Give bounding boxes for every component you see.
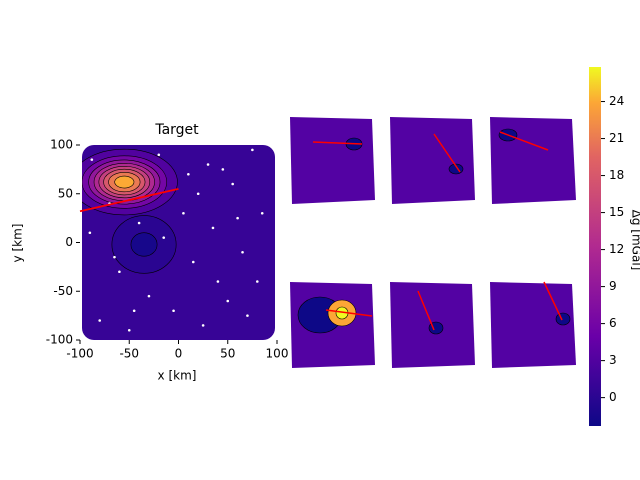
x-tick-label: 0	[175, 347, 183, 361]
station	[231, 182, 234, 186]
station	[157, 153, 161, 157]
station	[118, 270, 121, 274]
colorbar-tick-label: 6	[609, 316, 617, 330]
x-tick-label: -50	[119, 347, 139, 361]
station	[182, 211, 185, 215]
colorbar	[589, 67, 601, 426]
station	[172, 309, 175, 313]
panel	[490, 281, 576, 368]
station	[211, 226, 215, 230]
colorbar-label: Δg [mGal]	[630, 210, 640, 271]
panel	[390, 282, 475, 368]
y-axis-label: y [km]	[11, 224, 25, 263]
station	[206, 163, 210, 166]
station	[98, 319, 101, 322]
station	[246, 314, 249, 317]
station	[191, 260, 195, 264]
fault-line	[79, 187, 179, 213]
station	[236, 216, 239, 220]
contour-level	[130, 232, 158, 257]
colorbar-tick-label: 0	[609, 390, 617, 404]
colorbar-tick-label: 21	[609, 131, 624, 145]
y-tick-label: 0	[65, 235, 73, 249]
station	[187, 172, 190, 176]
panel	[290, 282, 375, 368]
colorbar-tick-label: 3	[609, 353, 617, 367]
colorbar-tick-label: 24	[609, 94, 624, 108]
station	[147, 294, 151, 298]
chart-title: Target	[154, 122, 199, 138]
colorbar-tick-label: 18	[609, 168, 624, 182]
station	[88, 231, 92, 235]
y-tick-label: 50	[58, 186, 73, 200]
colorbar-tick-label: 9	[609, 279, 617, 293]
x-axis-label: x [km]	[158, 369, 197, 383]
y-tick-label: 100	[50, 138, 73, 152]
station	[201, 324, 205, 327]
contour-level	[114, 175, 135, 189]
station	[221, 168, 225, 171]
panel	[390, 117, 475, 204]
station	[260, 211, 264, 215]
x-tick-label: 50	[220, 347, 235, 361]
panel	[290, 117, 375, 204]
y-tick-label: -100	[46, 333, 73, 347]
contour-plot	[82, 145, 275, 340]
station	[132, 309, 136, 313]
station	[241, 250, 244, 254]
x-tick-label: -100	[66, 347, 93, 361]
station	[137, 221, 141, 225]
colorbar-tick-label: 12	[609, 242, 624, 256]
station	[196, 192, 200, 196]
station	[162, 236, 166, 239]
station	[90, 158, 94, 161]
station	[216, 280, 220, 283]
x-tick-label: 100	[266, 347, 289, 361]
small-panels	[290, 117, 576, 368]
station	[113, 255, 116, 259]
station	[127, 328, 131, 332]
panel	[490, 117, 576, 204]
station	[251, 148, 254, 152]
station	[226, 299, 230, 303]
station	[255, 280, 259, 283]
colorbar-tick-label: 15	[609, 205, 624, 219]
y-tick-label: -50	[53, 284, 73, 298]
